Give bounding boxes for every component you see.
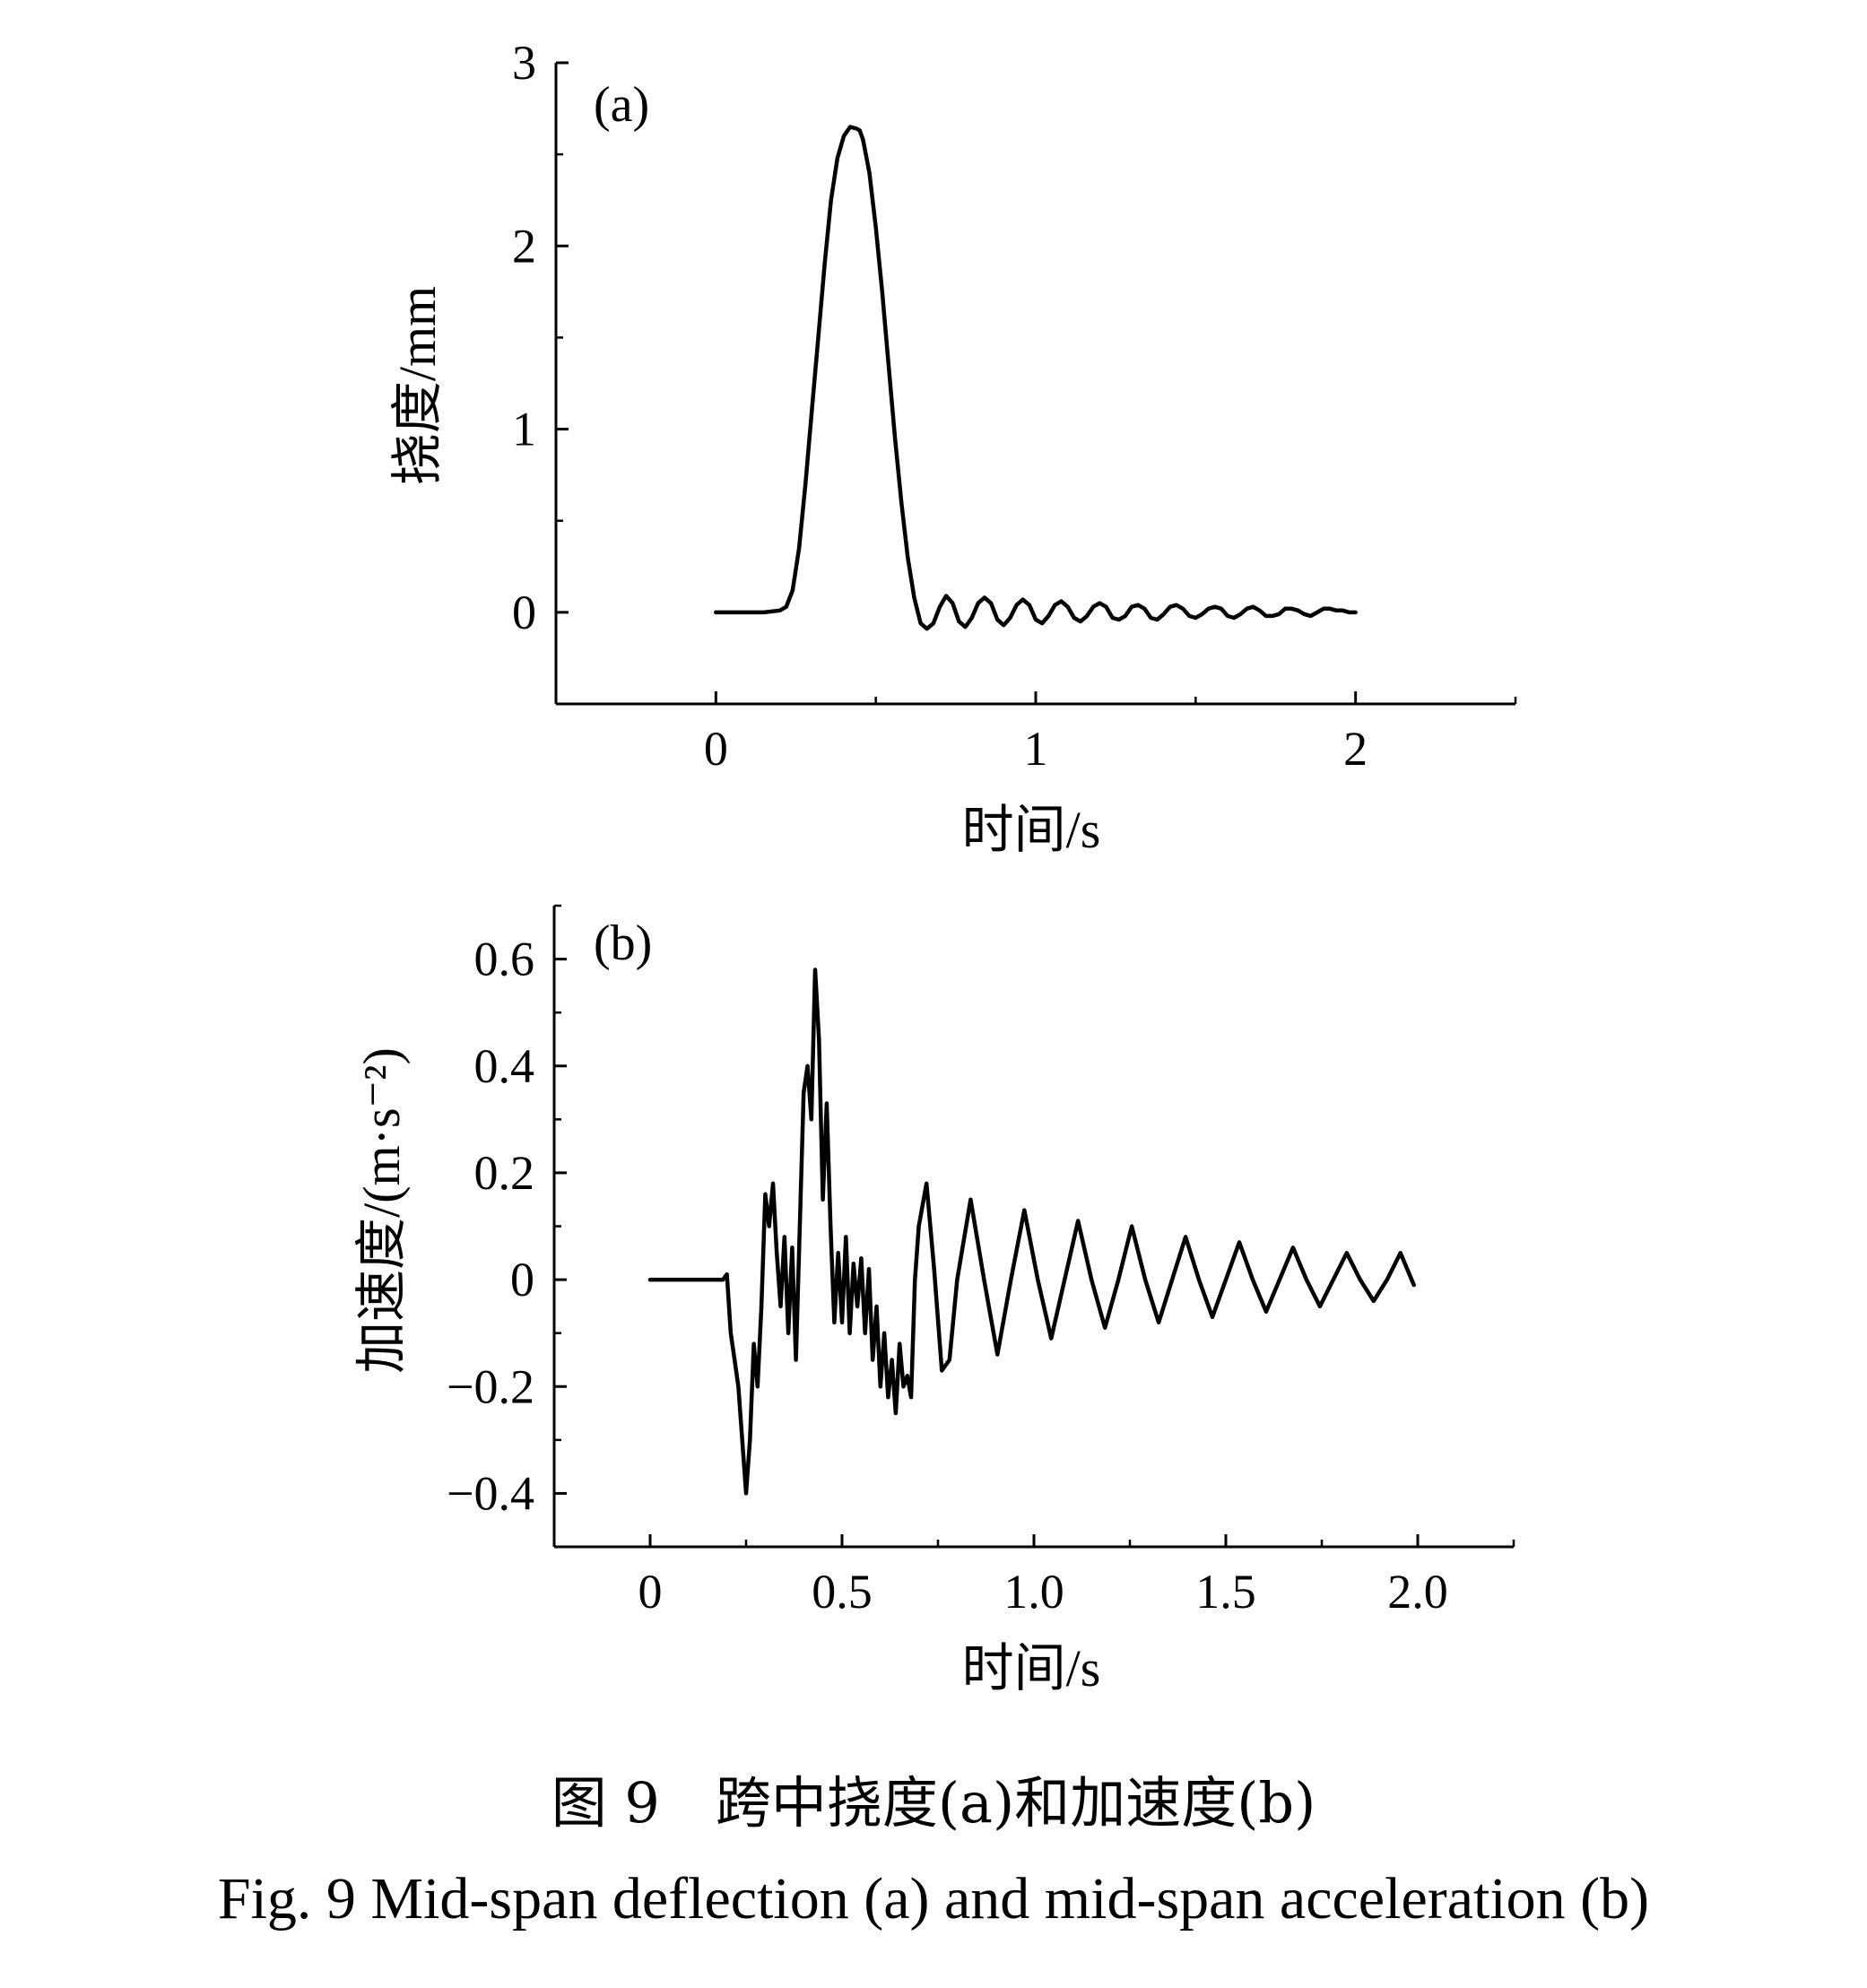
y-tick-label: 0.6 xyxy=(474,933,535,986)
series-line xyxy=(714,125,1358,631)
panel-b-ylabel: 加速度/(m·s⁻²) xyxy=(352,1047,411,1374)
panel-b-label: (b) xyxy=(594,916,652,971)
x-tick-label: 2 xyxy=(1343,722,1368,776)
x-tick-label: 0.5 xyxy=(812,1565,873,1619)
y-tick-label: 2 xyxy=(512,219,536,273)
figure: 0 1 2 0 1 2 3 (a) 时间/s 挠度/mm 0 0.5 1.0 1.5 2.0 −0.4… xyxy=(352,36,1517,1697)
panel-b-ticks: 0 0.5 1.0 1.5 2.0 −0.4 −0.2 0 0.2 0.4 0.6 xyxy=(447,904,1515,1619)
panel-a-ylabel: 挠度/mm xyxy=(388,286,447,485)
panel-a-series xyxy=(714,125,1358,631)
panel-a-ticks: 0 1 2 0 1 2 3 xyxy=(512,36,1517,776)
figure-caption-chinese: 图 9 跨中挠度(a)和加速度(b) xyxy=(551,1770,1316,1836)
y-tick-label: 0.4 xyxy=(474,1039,535,1093)
y-tick-label: 0.2 xyxy=(474,1146,535,1200)
x-tick-label: 2.0 xyxy=(1387,1565,1448,1619)
panel-a-xlabel: 时间/s xyxy=(962,801,1101,859)
x-tick-label: 0 xyxy=(704,722,728,776)
x-tick-label: 1.5 xyxy=(1195,1565,1256,1619)
y-tick-label: 0 xyxy=(512,586,536,639)
y-tick-label: −0.2 xyxy=(447,1359,534,1413)
panel-a-deflection-chart: 0 1 2 0 1 2 3 (a) 时间/s 挠度/mm xyxy=(388,36,1517,859)
y-tick-label: 0 xyxy=(510,1253,534,1307)
x-tick-label: 1.0 xyxy=(1003,1565,1064,1619)
series-line xyxy=(647,968,1416,1496)
panel-b-xlabel: 时间/s xyxy=(962,1639,1101,1697)
y-tick-label: −0.4 xyxy=(447,1466,534,1520)
panel-b-axes xyxy=(552,906,1514,1549)
panel-a-label: (a) xyxy=(594,77,649,133)
panel-b-acceleration-chart: 0 0.5 1.0 1.5 2.0 −0.4 −0.2 0 0.2 0.4 0.6 (b) 时间/s… xyxy=(352,904,1515,1697)
panel-a-axes xyxy=(554,63,1515,706)
y-tick-label: 1 xyxy=(512,403,536,456)
figure-caption-english: Fig. 9 Mid-span deflection (a) and mid-s… xyxy=(217,1866,1650,1932)
x-tick-label: 0 xyxy=(638,1565,663,1619)
y-tick-label: 3 xyxy=(512,36,536,90)
x-tick-label: 1 xyxy=(1024,722,1048,776)
panel-b-series xyxy=(647,968,1416,1496)
